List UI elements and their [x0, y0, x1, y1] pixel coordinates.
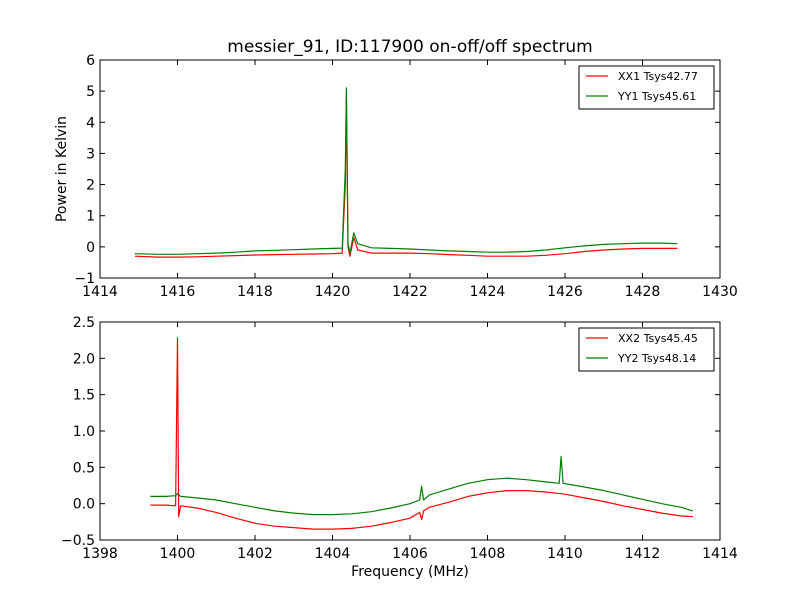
bottom-axis-ticks: 1398 1400 1402 1404 1406 1408 1410 1412 1414 −0.5…	[61, 315, 738, 562]
top-x-tick-label: 1430	[702, 284, 738, 300]
top-y-tick-label: −1	[74, 271, 95, 287]
bottom-x-tick-label: 1408	[470, 546, 506, 562]
bottom-x-tick-label: 1400	[160, 546, 196, 562]
top-y-tick-label: 0	[86, 240, 95, 256]
bottom-y-tick-label: 0.5	[73, 460, 95, 476]
chart-title: messier_91, ID:117900 on-off/off spectru…	[227, 37, 592, 57]
bottom-y-tick-label: 0.0	[73, 497, 95, 513]
bottom-x-tick-label: 1398	[82, 546, 118, 562]
top-x-tick-label: 1418	[237, 284, 273, 300]
top-x-tick-label: 1424	[470, 284, 506, 300]
bottom-x-tick-label: 1412	[625, 546, 661, 562]
top-series-line-yy1	[134, 87, 678, 255]
top-x-tick-label: 1422	[392, 284, 428, 300]
bottom-legend-label-xx2: XX2 Tsys45.45	[618, 332, 698, 345]
top-legend: XX1 Tsys42.77 YY1 Tsys45.61	[578, 65, 715, 110]
bottom-x-tick-label: 1406	[392, 546, 428, 562]
top-x-tick-label: 1420	[315, 284, 351, 300]
bottom-legend: XX2 Tsys45.45 YY2 Tsys48.14	[578, 327, 715, 372]
top-x-tick-label: 1428	[625, 284, 661, 300]
bottom-legend-label-yy2: YY2 Tsys48.14	[617, 352, 696, 365]
bottom-y-tick-label: 2.0	[73, 351, 95, 367]
top-legend-box	[578, 65, 715, 110]
bottom-x-tick-label: 1410	[547, 546, 583, 562]
top-series-line-xx1	[134, 96, 678, 258]
top-legend-label-yy1: YY1 Tsys45.61	[617, 90, 696, 103]
top-spectrum-panel: messier_91, ID:117900 on-off/off spectru…	[54, 37, 738, 300]
top-x-tick-label: 1426	[547, 284, 583, 300]
top-y-tick-label: 2	[86, 178, 95, 194]
top-y-tick-label: 5	[86, 84, 95, 100]
bottom-y-tick-label: 2.5	[73, 315, 95, 331]
bottom-x-tick-label: 1402	[237, 546, 273, 562]
bottom-y-tick-label: 1.5	[73, 388, 95, 404]
top-x-tick-label: 1414	[82, 284, 118, 300]
top-series-lines	[134, 87, 678, 258]
bottom-y-tick-label: 1.0	[73, 424, 95, 440]
top-y-tick-label: 4	[86, 115, 95, 131]
top-y-axis-label: Power in Kelvin	[54, 116, 70, 222]
top-legend-label-xx1: XX1 Tsys42.77	[618, 70, 698, 83]
bottom-x-tick-label: 1404	[315, 546, 351, 562]
bottom-x-tick-label: 1414	[702, 546, 738, 562]
bottom-y-tick-label: −0.5	[61, 533, 95, 549]
bottom-series-line-xx2	[150, 337, 693, 530]
bottom-spectrum-panel: Frequency (MHz) 1398 1400 1402 1404 1406 1408…	[61, 315, 738, 580]
bottom-x-axis-label: Frequency (MHz)	[351, 564, 469, 580]
top-y-tick-label: 6	[86, 53, 95, 69]
bottom-series-line-yy2	[150, 455, 694, 516]
top-x-tick-label: 1416	[160, 284, 196, 300]
top-axis-ticks: 1414 1416 1418 1420 1422 1424 1426 1428 1430−101…	[74, 53, 737, 300]
bottom-legend-box	[578, 327, 715, 372]
top-y-tick-label: 1	[86, 209, 95, 225]
top-y-tick-label: 3	[86, 146, 95, 162]
bottom-plot-frame	[99, 321, 721, 541]
bottom-series-lines	[150, 337, 694, 530]
top-plot-frame	[99, 59, 721, 279]
